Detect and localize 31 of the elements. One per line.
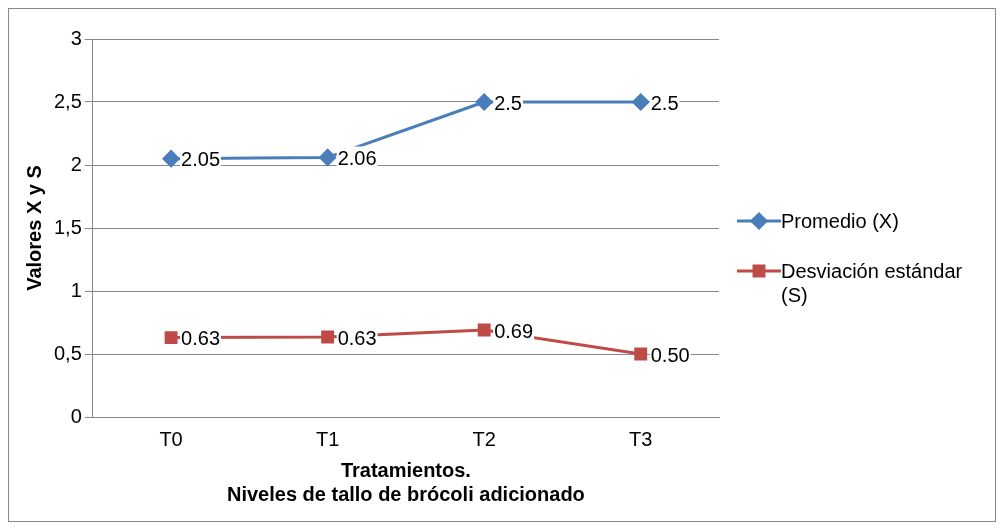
data-label: 2.06 (337, 146, 377, 169)
point (634, 347, 648, 361)
point (321, 330, 335, 344)
y-axis-title: Valores X y S (22, 165, 45, 291)
point (162, 150, 180, 168)
legend-label: Promedio (X) (781, 209, 899, 233)
point (632, 93, 650, 111)
y-tick-label: 1,5 (53, 215, 82, 238)
data-label: 2.5 (650, 91, 679, 114)
point (475, 93, 493, 111)
legend-label: Desviación estándar (S) (781, 259, 964, 307)
data-label: 0.63 (181, 327, 221, 350)
point (164, 331, 178, 345)
x-axis-title: Tratamientos. Niveles de tallo de brócoli adicionado (226, 458, 585, 505)
y-tick-label: 0,5 (53, 341, 82, 364)
y-tick-label: 0 (70, 404, 82, 427)
y-tick-label: 2,5 (53, 89, 82, 112)
x-tick-label: T3 (629, 427, 653, 450)
y-tick-label: 1 (70, 278, 82, 301)
point (477, 323, 491, 337)
data-label: 0.50 (650, 343, 690, 366)
data-label: 0.69 (494, 319, 534, 342)
point (319, 148, 337, 166)
y-tick-label: 3 (70, 26, 82, 49)
x-tick-label: T1 (315, 427, 340, 450)
data-label: 0.63 (337, 326, 377, 349)
y-tick-label: 2 (70, 152, 82, 175)
x-tick-label: T2 (472, 427, 496, 450)
x-tick-label: T0 (159, 427, 183, 450)
data-label: 2.05 (181, 148, 221, 171)
data-label: 2.5 (494, 91, 522, 114)
